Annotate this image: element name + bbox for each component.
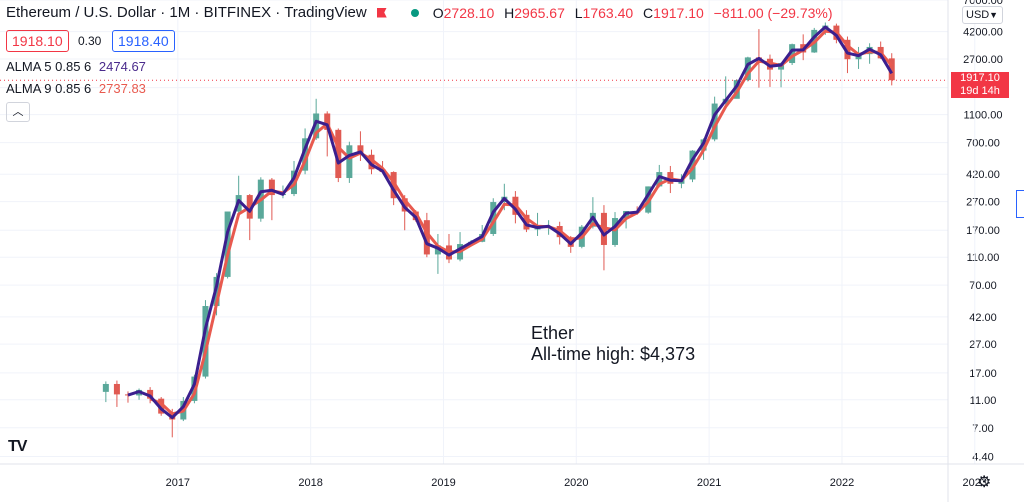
source-label: TradingView [284,4,367,21]
candle-body [335,129,342,179]
y-tick-label: 4.40 [972,452,993,464]
y-tick-label: 7.00 [972,423,993,435]
ohlc-readout: O2728.10 H2965.67 L1763.40 C1917.10 −811… [432,4,833,21]
candle-body [689,150,696,180]
candle-body [789,44,796,64]
candle-body [357,145,364,155]
y-tick-label: 42.00 [969,312,997,324]
spread-value: 0.30 [78,34,102,48]
candle-body [202,306,209,377]
buy-price-button[interactable]: 1918.40 [112,30,175,52]
candle-body [346,145,353,179]
flag-icon[interactable] [376,7,387,18]
y-tick-label: 11.00 [970,395,997,407]
y-tick-label: 27.00 [969,339,997,351]
chevron-up-icon: ︿ [12,106,24,118]
symbol-title[interactable]: Ethereum / U.S. Dollar · 1M · BITFINEX ·… [6,4,367,21]
x-tick-label: 2020 [564,477,588,489]
y-tick-label: 170.00 [966,225,1000,237]
x-tick-label: 2021 [697,477,721,489]
candle-body [313,113,320,139]
indicator-name: ALMA 5 0.85 6 [6,59,92,74]
candle-body [147,389,154,399]
candle-body [324,113,331,130]
indicator-alma-5[interactable]: ALMA 5 0.85 6 2474.67 [6,59,146,74]
x-tick-label: 2022 [830,477,854,489]
candle-body [390,172,397,199]
candle-body [744,57,751,81]
y-tick-label: 4200.00 [963,27,1003,39]
currency-select[interactable]: USD ▼ [962,6,1003,24]
indicator-value: 2737.83 [98,81,146,96]
y-tick-label: 70.00 [969,280,997,292]
chevron-down-icon: ▼ [989,10,998,20]
candle-body [523,214,530,230]
candle-body [711,103,718,140]
y-tick-label: 270.00 [966,197,1000,209]
y-tick-label: 110.00 [967,252,1000,264]
chart-header: Ethereum / U.S. Dollar · 1M · BITFINEX ·… [6,4,839,21]
indicator-alma-9[interactable]: ALMA 9 0.85 6 2737.83 [6,81,146,96]
current-price-label: 1917.10 19d 14h [951,72,1009,98]
exchange-label: BITFINEX [203,4,272,21]
scale-handle[interactable] [1016,190,1024,218]
candle-body [368,154,375,170]
indicator-value: 2474.67 [98,59,146,74]
x-tick-label: 2018 [298,477,322,489]
gear-icon[interactable]: ⚙ [977,474,992,491]
chart-annotation: Ether All-time high: $4,373 [531,323,696,364]
market-status-icon [410,8,419,17]
sell-price-button[interactable]: 1918.10 [6,30,69,52]
collapse-legend-button[interactable]: ︿ [6,102,30,122]
x-tick-label: 2019 [431,477,455,489]
x-tick-label: 2017 [166,477,190,489]
y-tick-label: 17.00 [969,368,997,380]
candle-body [423,220,430,255]
candle-body [490,202,497,234]
y-tick-label: 420.00 [966,169,1000,181]
candle-body [888,58,895,81]
candle-body [158,398,165,414]
candle-body [302,138,309,171]
candle-body [113,383,120,395]
alma-9-line [149,29,893,416]
candle-body [102,383,109,392]
candle-body [268,179,275,196]
candle-body [612,218,619,245]
change-value: −811.00 (−29.73%) [713,4,833,21]
alma-5-line [127,25,893,420]
interval-label[interactable]: 1M [169,4,191,21]
x-tick-label: 2023 [963,477,987,489]
candle-body [224,211,231,277]
tradingview-logo-icon: TV [8,438,27,455]
candle-body [844,39,851,60]
symbol-name: Ethereum / U.S. Dollar [6,4,157,21]
y-tick-label: 700.00 [966,138,1000,150]
indicator-name: ALMA 9 0.85 6 [6,81,92,96]
y-tick-label: 1100.00 [964,110,1003,122]
y-tick-label: 2700.00 [963,54,1003,66]
y-tick-label: 7000.00 [963,0,1003,7]
